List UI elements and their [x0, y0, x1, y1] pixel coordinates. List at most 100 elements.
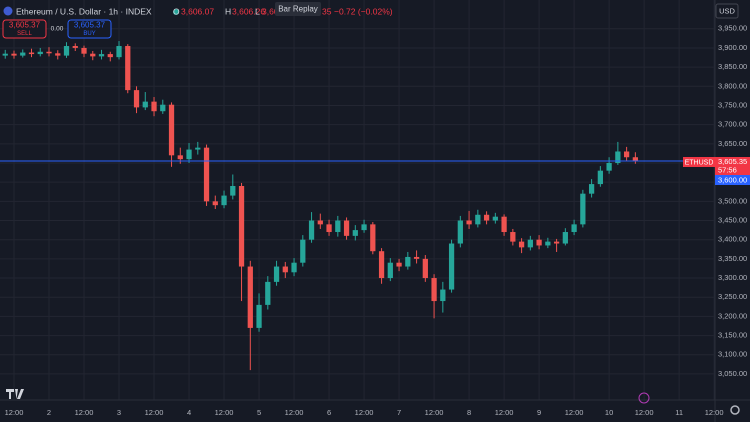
candle-body: [615, 151, 621, 163]
change: −0.72 (−0.02%): [334, 6, 393, 16]
candle-body: [273, 266, 280, 282]
ohlc-value: 3,60: [262, 6, 279, 16]
y-tick-label: 3,850.00: [718, 62, 747, 71]
candle-body: [606, 162, 612, 171]
candle-body: [11, 53, 17, 56]
candle-body: [361, 224, 367, 231]
x-tick-label: 12:00: [285, 408, 304, 417]
candle-body: [107, 54, 113, 58]
currency-button[interactable]: [715, 3, 739, 19]
candle-body: [168, 104, 175, 156]
candle-body: [597, 170, 603, 185]
candle-body: [571, 224, 577, 233]
y-tick-label: 3,950.00: [718, 24, 747, 33]
last-price-tag: [715, 157, 750, 175]
symbol-icon: [3, 6, 13, 16]
y-tick-label: 3,100.00: [718, 350, 747, 359]
y-tick-label: 3,450.00: [718, 216, 747, 225]
x-tick-label: 11: [675, 408, 683, 417]
candle-body: [553, 241, 560, 244]
candle-body: [63, 46, 70, 56]
candle-body: [238, 186, 245, 267]
candle-body: [212, 201, 218, 206]
x-tick-label: 3: [117, 408, 121, 417]
candle-body: [291, 262, 297, 273]
level-tag: [715, 175, 750, 185]
candle-body: [2, 53, 8, 56]
candle-body: [623, 151, 630, 158]
replay-icon[interactable]: [638, 392, 650, 404]
candle-body: [186, 149, 192, 160]
candle-body: [370, 224, 376, 252]
x-tick-label: 2: [47, 408, 51, 417]
candle-body: [378, 251, 385, 279]
candle-body: [326, 224, 332, 233]
grid: [0, 0, 715, 400]
buy-button[interactable]: [67, 19, 112, 39]
plot: [0, 41, 715, 371]
x-tick-label: 12:00: [145, 408, 164, 417]
level-label: 3,600.00: [718, 175, 747, 184]
x-tick-label: 12:00: [5, 408, 24, 417]
sell-label: SELL: [17, 31, 32, 37]
currency: USD: [719, 6, 735, 15]
y-tick-label: 3,350.00: [718, 254, 747, 263]
x-tick-label: 4: [187, 408, 191, 417]
candle-body: [72, 46, 78, 48]
candle-body: [37, 51, 43, 55]
candle-body: [256, 304, 262, 328]
candle-body: [265, 281, 271, 305]
candle-body: [545, 241, 551, 246]
y-tick-label: 3,400.00: [718, 235, 747, 244]
candle-body: [527, 239, 533, 248]
spread: 0.00: [51, 26, 64, 33]
candle-body: [28, 52, 35, 55]
x-tick-label: 8: [467, 408, 471, 417]
x-tick-label: 10: [605, 408, 613, 417]
x-tick-label: 6: [327, 408, 331, 417]
candle-body: [151, 101, 157, 112]
candle-body: [466, 220, 472, 225]
settings-icon[interactable]: [730, 405, 740, 415]
candle-body: [221, 195, 227, 206]
candle-body: [300, 239, 306, 263]
candle-body: [81, 47, 87, 54]
logo[interactable]: [6, 389, 24, 399]
candle-body: [90, 53, 96, 57]
candle-body: [352, 230, 358, 236]
y-tick-label: 3,150.00: [718, 331, 747, 340]
y-tick-label: 3,500.00: [718, 196, 747, 205]
candle-body: [475, 214, 481, 225]
candle-body: [116, 46, 122, 58]
y-tick-label: 3,650.00: [718, 139, 747, 148]
x-tick-label: 5: [257, 408, 261, 417]
candle-body: [343, 220, 350, 236]
candle-body: [562, 232, 568, 244]
candle-body: [230, 186, 236, 196]
last-price-label: 3,605.35: [718, 157, 747, 166]
axes: 3,050.00 3,100.00 3,150.00 3,200.00 3,250.00…: [5, 24, 748, 417]
x-tick-label: 12:00: [425, 408, 444, 417]
candle-body: [282, 266, 288, 273]
x-tick-label: 12:00: [75, 408, 94, 417]
candle-body: [483, 214, 490, 221]
x-tick-label: 9: [537, 408, 541, 417]
candle-body: [177, 155, 183, 160]
x-tick-label: 12:00: [495, 408, 514, 417]
candle-body: [308, 220, 315, 240]
sell-button[interactable]: [2, 19, 47, 39]
symbol-tag: [683, 157, 715, 167]
ohlc-key: O: [173, 6, 180, 16]
ohlc-key: H: [225, 6, 231, 16]
ohlc-value: 35: [322, 6, 332, 16]
x-tick-label: 7: [397, 408, 401, 417]
candle-body: [518, 241, 525, 248]
buy-label: BUY: [83, 31, 95, 37]
tooltip-text: Bar Replay: [278, 5, 318, 14]
y-tick-label: 3,300.00: [718, 273, 747, 282]
candle-body: [98, 54, 105, 57]
candle-body: [133, 90, 140, 108]
candle-body: [160, 104, 166, 112]
symbol[interactable]: Ethereum / U.S. Dollar · 1h · INDEX: [16, 6, 152, 16]
